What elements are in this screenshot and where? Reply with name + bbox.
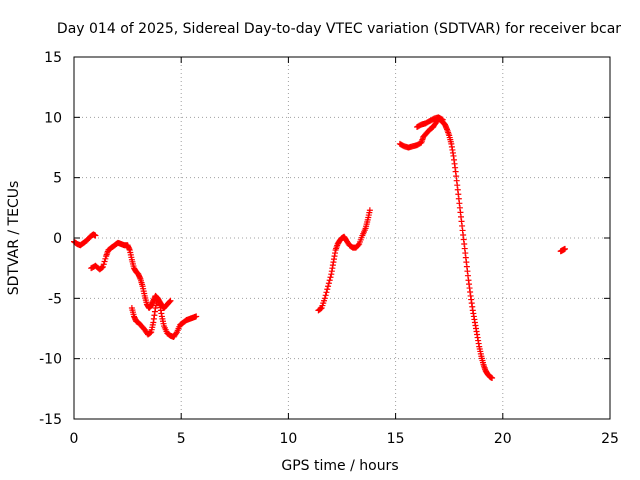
x-tick-label: 25 bbox=[601, 431, 619, 447]
data-point bbox=[99, 263, 106, 270]
x-tick-label: 10 bbox=[279, 431, 297, 447]
y-axis-label: SDTVAR / TECUs bbox=[6, 181, 22, 296]
data-point bbox=[193, 313, 200, 320]
data-point bbox=[173, 330, 180, 337]
series-segment-4 bbox=[315, 207, 373, 314]
data-point bbox=[323, 289, 330, 296]
data-point bbox=[366, 207, 373, 214]
y-tick-label: -5 bbox=[48, 291, 62, 307]
chart-title: Day 014 of 2025, Sidereal Day-to-day VTE… bbox=[57, 21, 621, 37]
x-tick-label: 20 bbox=[494, 431, 512, 447]
series-segment-5 bbox=[396, 115, 496, 381]
y-tick-label: -10 bbox=[39, 352, 62, 368]
y-tick-label: -15 bbox=[39, 412, 62, 428]
data-point bbox=[439, 116, 446, 123]
series-segment-1 bbox=[71, 231, 99, 249]
y-tick-label: 5 bbox=[53, 171, 62, 187]
data-point bbox=[324, 286, 331, 293]
data-point bbox=[327, 274, 334, 281]
x-axis-label: GPS time / hours bbox=[281, 458, 398, 474]
data-point bbox=[100, 261, 107, 268]
data-points bbox=[71, 114, 568, 381]
data-point bbox=[166, 298, 173, 305]
data-point bbox=[561, 245, 568, 252]
data-point bbox=[326, 277, 333, 284]
tick-labels: 0 5 10 15 20 25 -15 -10 -5 0 5 10 15 bbox=[39, 50, 619, 447]
x-tick-label: 0 bbox=[70, 431, 79, 447]
series-segment-3 bbox=[128, 295, 200, 340]
x-tick-label: 5 bbox=[177, 431, 186, 447]
series-segment-6 bbox=[414, 114, 446, 130]
data-point bbox=[321, 295, 328, 302]
data-point bbox=[99, 264, 106, 271]
data-point bbox=[101, 258, 108, 265]
y-tick-label: 15 bbox=[44, 50, 62, 66]
data-point bbox=[317, 305, 324, 312]
series-segment-7 bbox=[557, 245, 568, 255]
data-point bbox=[325, 280, 332, 287]
data-point bbox=[489, 374, 496, 381]
y-tick-label: 10 bbox=[44, 110, 62, 126]
data-point bbox=[167, 297, 174, 304]
x-tick-label: 15 bbox=[387, 431, 405, 447]
data-point bbox=[438, 116, 445, 123]
data-point bbox=[147, 329, 154, 336]
data-point bbox=[325, 283, 332, 290]
data-point bbox=[92, 232, 99, 239]
data-point bbox=[355, 241, 362, 248]
plot-frame bbox=[73, 56, 611, 420]
data-point bbox=[322, 292, 329, 299]
data-point bbox=[102, 255, 109, 262]
y-tick-label: 0 bbox=[53, 231, 62, 247]
